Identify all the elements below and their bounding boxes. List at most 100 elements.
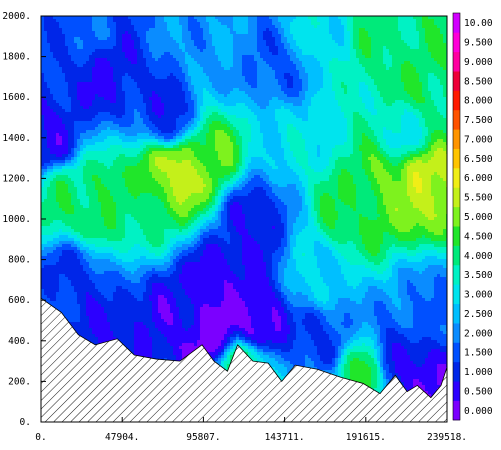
contour-cell bbox=[314, 43, 318, 47]
contour-cell bbox=[224, 58, 228, 62]
contour-cell bbox=[362, 109, 366, 113]
contour-cell bbox=[185, 100, 189, 104]
contour-cell bbox=[71, 82, 75, 86]
contour-cell bbox=[260, 28, 264, 32]
contour-cell bbox=[425, 49, 429, 53]
contour-cell bbox=[176, 49, 180, 53]
contour-cell bbox=[206, 58, 210, 62]
contour-cell bbox=[236, 118, 240, 122]
contour-cell bbox=[392, 67, 396, 71]
contour-cell bbox=[185, 55, 189, 59]
contour-cell bbox=[56, 103, 60, 107]
contour-cell bbox=[353, 25, 357, 29]
contour-cell bbox=[86, 79, 90, 83]
contour-cell bbox=[377, 22, 381, 26]
contour-cell bbox=[344, 112, 348, 116]
contour-cell bbox=[422, 43, 426, 47]
contour-cell bbox=[62, 46, 66, 50]
contour-cell bbox=[416, 121, 420, 125]
contour-cell bbox=[203, 37, 207, 41]
contour-cell bbox=[209, 118, 213, 122]
contour-cell bbox=[356, 67, 360, 71]
contour-cell bbox=[239, 115, 243, 119]
contour-cell bbox=[308, 58, 312, 62]
contour-cell bbox=[80, 25, 84, 29]
contour-cell bbox=[437, 28, 441, 32]
contour-cell bbox=[398, 46, 402, 50]
contour-cell bbox=[62, 37, 66, 41]
contour-cell bbox=[320, 100, 324, 104]
contour-cell bbox=[383, 19, 387, 23]
contour-cell bbox=[314, 94, 318, 98]
contour-cell bbox=[86, 28, 90, 32]
contour-cell bbox=[194, 124, 198, 128]
contour-cell bbox=[206, 109, 210, 113]
contour-cell bbox=[146, 46, 150, 50]
contour-cell bbox=[113, 46, 117, 50]
contour-cell bbox=[428, 49, 432, 53]
contour-cell bbox=[290, 67, 294, 71]
contour-cell bbox=[275, 73, 279, 77]
contour-cell bbox=[53, 52, 57, 56]
contour-cell bbox=[401, 37, 405, 41]
contour-cell bbox=[248, 67, 252, 71]
contour-cell bbox=[440, 82, 444, 86]
contour-cell bbox=[209, 121, 213, 125]
contour-cell bbox=[299, 106, 303, 110]
contour-cell bbox=[353, 88, 357, 92]
contour-cell bbox=[182, 43, 186, 47]
contour-cell bbox=[134, 100, 138, 104]
contour-cell bbox=[86, 109, 90, 113]
contour-cell bbox=[131, 34, 135, 38]
contour-cell bbox=[254, 58, 258, 62]
contour-cell bbox=[386, 49, 390, 53]
contour-cell bbox=[350, 88, 354, 92]
contour-cell bbox=[104, 124, 108, 128]
contour-cell bbox=[257, 31, 261, 35]
contour-cell bbox=[146, 55, 150, 59]
contour-cell bbox=[44, 67, 48, 71]
contour-cell bbox=[59, 25, 63, 29]
contour-cell bbox=[215, 121, 219, 125]
contour-cell bbox=[308, 118, 312, 122]
contour-cell bbox=[416, 25, 420, 29]
contour-cell bbox=[155, 79, 159, 83]
contour-cell bbox=[152, 121, 156, 125]
contour-cell bbox=[377, 79, 381, 83]
contour-cell bbox=[329, 43, 333, 47]
contour-cell bbox=[326, 28, 330, 32]
contour-cell bbox=[284, 100, 288, 104]
contour-cell bbox=[104, 115, 108, 119]
contour-cell bbox=[425, 19, 429, 23]
contour-cell bbox=[362, 82, 366, 86]
contour-cell bbox=[269, 19, 273, 23]
contour-cell bbox=[260, 46, 264, 50]
contour-cell bbox=[206, 118, 210, 122]
contour-cell bbox=[278, 70, 282, 74]
contour-cell bbox=[284, 55, 288, 59]
contour-cell bbox=[140, 106, 144, 110]
contour-cell bbox=[335, 121, 339, 125]
contour-cell bbox=[179, 97, 183, 101]
contour-cell bbox=[350, 94, 354, 98]
contour-cell bbox=[389, 73, 393, 77]
contour-cell bbox=[179, 67, 183, 71]
contour-cell bbox=[299, 49, 303, 53]
contour-cell bbox=[53, 25, 57, 29]
contour-cell bbox=[251, 100, 255, 104]
contour-cell bbox=[386, 70, 390, 74]
contour-cell bbox=[338, 91, 342, 95]
contour-cell bbox=[251, 97, 255, 101]
contour-cell bbox=[248, 97, 252, 101]
contour-cell bbox=[251, 37, 255, 41]
contour-cell bbox=[410, 49, 414, 53]
contour-cell bbox=[416, 115, 420, 119]
contour-cell bbox=[362, 43, 366, 47]
contour-cell bbox=[302, 52, 306, 56]
contour-cell bbox=[161, 76, 165, 80]
contour-cell bbox=[68, 124, 72, 128]
contour-cell bbox=[365, 112, 369, 116]
contour-cell bbox=[443, 73, 447, 77]
contour-cell bbox=[290, 79, 294, 83]
contour-cell bbox=[236, 40, 240, 44]
